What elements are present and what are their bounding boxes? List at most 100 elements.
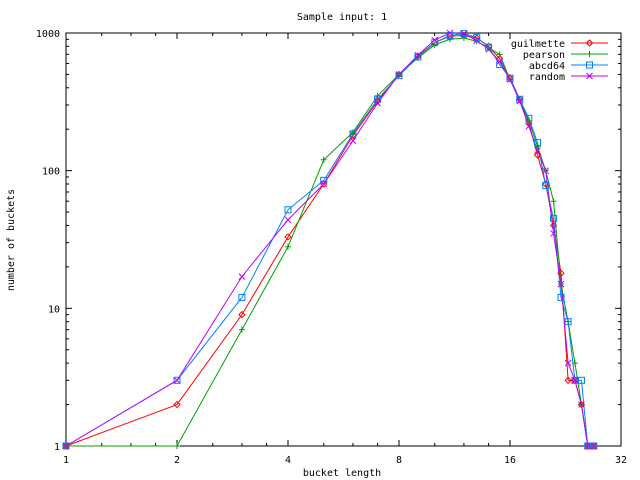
data-point bbox=[414, 51, 422, 59]
y-tick-label: 1000 bbox=[36, 29, 60, 40]
x-axis-label: bucket length bbox=[303, 468, 381, 479]
x-tick-label: 1 bbox=[63, 455, 69, 466]
data-point bbox=[374, 92, 381, 99]
series-lines bbox=[65, 32, 594, 447]
data-point bbox=[62, 442, 70, 450]
x-tick-label: 4 bbox=[285, 455, 291, 466]
data-point bbox=[349, 130, 357, 138]
data-point bbox=[285, 243, 291, 250]
data-point bbox=[460, 34, 467, 41]
data-point bbox=[431, 36, 439, 44]
data-point bbox=[173, 400, 181, 409]
data-point bbox=[550, 214, 558, 222]
chart-title: Sample input: 1 bbox=[297, 12, 387, 23]
data-point bbox=[534, 143, 541, 150]
data-point bbox=[284, 233, 292, 241]
data-point bbox=[565, 318, 572, 325]
y-tick-label: 10 bbox=[48, 304, 60, 315]
data-point bbox=[395, 72, 403, 80]
data-point bbox=[460, 30, 468, 37]
data-point bbox=[320, 180, 328, 188]
data-point bbox=[62, 442, 70, 450]
data-point bbox=[564, 359, 572, 367]
data-point bbox=[590, 442, 598, 450]
data-point bbox=[173, 376, 181, 384]
data-point bbox=[586, 72, 593, 80]
legend-label: random bbox=[529, 72, 565, 83]
data-point bbox=[550, 230, 557, 237]
data-point bbox=[534, 139, 542, 147]
legend-label: guilmette bbox=[511, 39, 565, 50]
data-point bbox=[557, 293, 565, 301]
data-point bbox=[238, 273, 246, 280]
data-point bbox=[238, 326, 245, 333]
data-point bbox=[525, 114, 533, 122]
series-line-guilmette bbox=[65, 34, 594, 447]
legend-label: pearson bbox=[523, 50, 565, 61]
data-point bbox=[534, 147, 541, 154]
data-point bbox=[320, 156, 327, 163]
data-point bbox=[496, 58, 504, 65]
series-line-random bbox=[65, 32, 594, 447]
data-point bbox=[550, 198, 557, 205]
x-tick-label: 16 bbox=[504, 455, 516, 466]
x-tick-label: 32 bbox=[615, 455, 627, 466]
data-point bbox=[577, 376, 585, 384]
data-point bbox=[349, 131, 357, 140]
data-point bbox=[431, 41, 438, 48]
data-point bbox=[584, 442, 592, 450]
data-point bbox=[284, 216, 292, 224]
data-point bbox=[460, 30, 468, 38]
data-point bbox=[349, 129, 356, 136]
data-point bbox=[571, 360, 578, 367]
data-point bbox=[373, 97, 382, 105]
x-tick-label: 8 bbox=[396, 455, 402, 466]
plot-frame bbox=[65, 32, 622, 447]
series-line-pearson bbox=[66, 37, 594, 447]
y-axis-label: number of buckets bbox=[6, 189, 17, 291]
data-point bbox=[585, 39, 594, 47]
data-point bbox=[414, 53, 422, 61]
series-markers bbox=[62, 29, 598, 450]
data-point bbox=[485, 46, 492, 53]
data-point bbox=[496, 51, 503, 58]
data-point bbox=[506, 76, 514, 83]
data-point bbox=[446, 36, 453, 43]
data-point bbox=[173, 376, 181, 384]
axis-ticks: 1 2 4 8 16 32 1 10 100 1000 bbox=[36, 29, 627, 466]
data-point bbox=[374, 99, 381, 107]
data-point bbox=[516, 97, 524, 105]
data-point bbox=[542, 167, 550, 175]
data-point bbox=[374, 95, 382, 103]
data-point bbox=[516, 95, 524, 103]
data-point bbox=[395, 71, 403, 78]
series-line-abcd64 bbox=[65, 33, 594, 447]
data-point bbox=[590, 442, 598, 450]
data-point bbox=[349, 137, 357, 145]
data-point bbox=[174, 443, 180, 449]
data-point bbox=[564, 376, 572, 385]
data-point bbox=[473, 37, 481, 44]
x-tick-label: 2 bbox=[174, 455, 180, 466]
data-point bbox=[238, 293, 246, 301]
data-point bbox=[395, 70, 403, 79]
data-point bbox=[542, 182, 550, 190]
data-point bbox=[578, 401, 585, 408]
data-point bbox=[446, 29, 454, 37]
y-tick-label: 1 bbox=[54, 442, 60, 453]
y-tick-label: 100 bbox=[42, 167, 60, 178]
legend-label: abcd64 bbox=[529, 61, 565, 72]
data-point bbox=[549, 221, 558, 230]
data-point bbox=[571, 376, 579, 384]
data-point bbox=[557, 280, 565, 288]
data-point bbox=[506, 74, 514, 82]
data-point bbox=[571, 376, 579, 384]
data-point bbox=[586, 61, 593, 69]
data-point bbox=[586, 51, 593, 57]
data-point bbox=[238, 310, 246, 319]
data-point bbox=[284, 206, 292, 214]
data-point bbox=[533, 151, 542, 159]
data-point bbox=[525, 122, 533, 130]
